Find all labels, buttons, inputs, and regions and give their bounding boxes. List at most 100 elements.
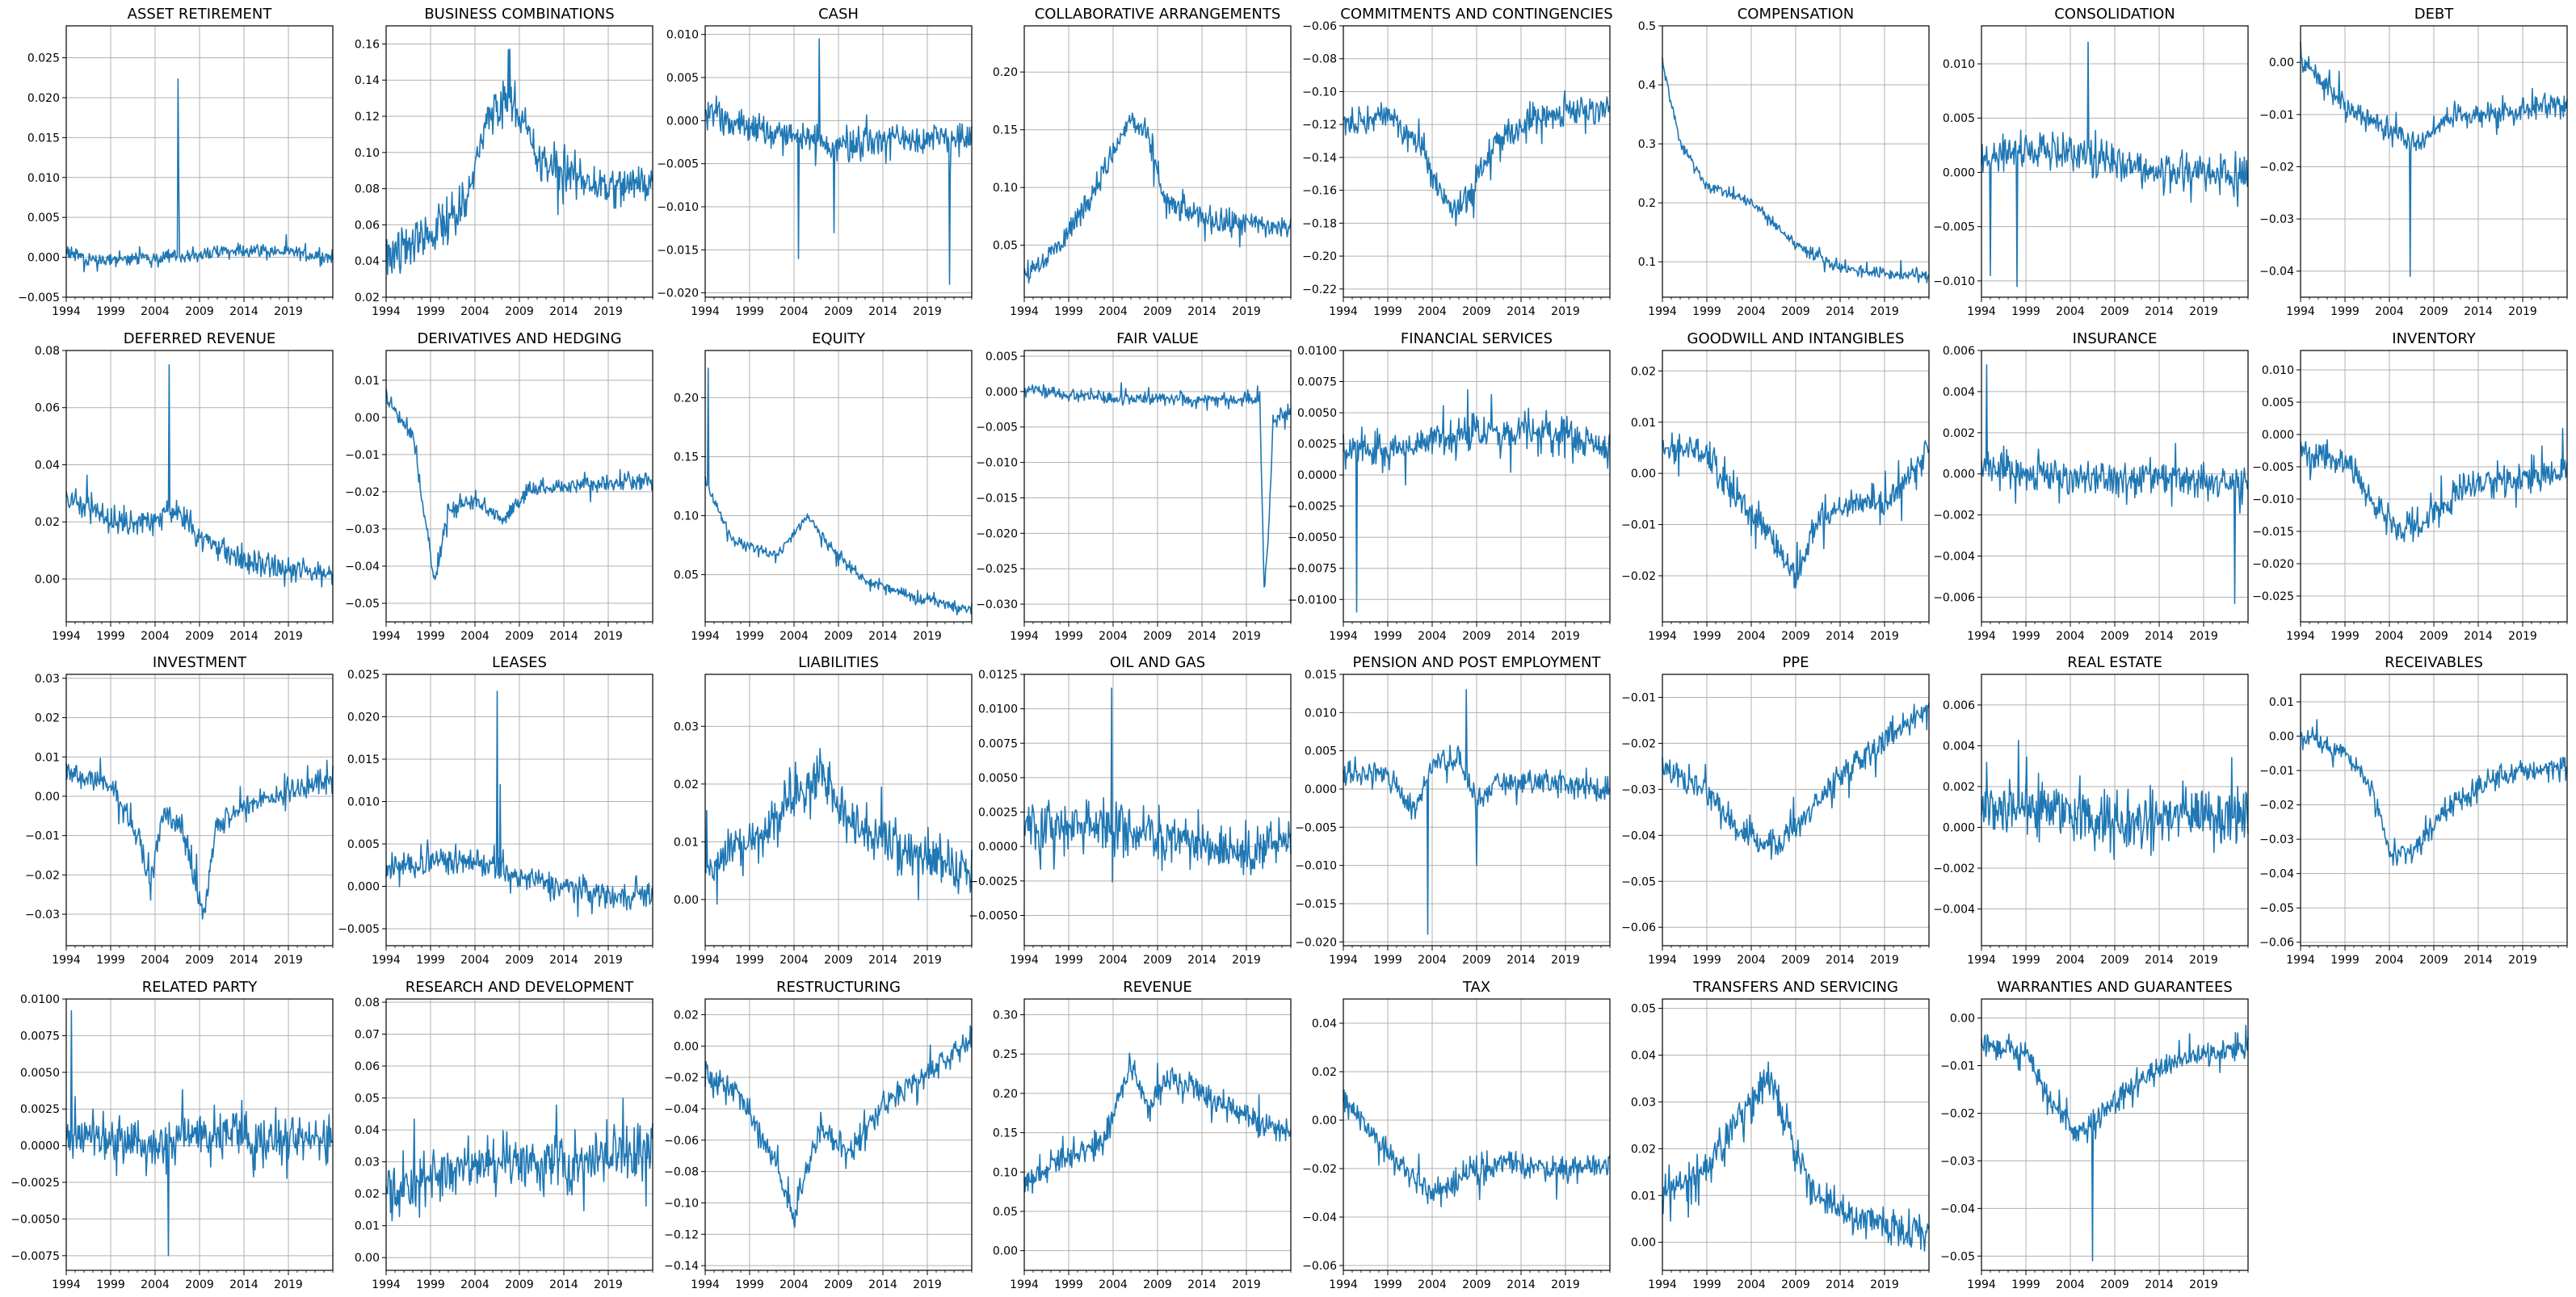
y-tick-label: −0.01 bbox=[1621, 691, 1656, 704]
x-tick-label: 2004 bbox=[780, 305, 809, 318]
x-tick-label: 2014 bbox=[229, 954, 258, 967]
x-tick-label: 1999 bbox=[96, 1278, 125, 1291]
y-tick-label: −0.01 bbox=[2259, 765, 2294, 778]
subplot-6: CONSOLIDATION −0.010 −0.005 0.000 0.005 0.010… bbox=[1933, 6, 2249, 318]
y-tick-label: 0.10 bbox=[993, 182, 1018, 195]
x-tick-label: 1994 bbox=[372, 630, 401, 643]
y-tick-label: 0.000 bbox=[27, 252, 60, 265]
x-tick-label: 2019 bbox=[274, 305, 303, 318]
x-tick-label: 2019 bbox=[594, 954, 623, 967]
y-tick-label: −0.18 bbox=[1302, 217, 1337, 230]
x-tick-label: 2004 bbox=[1737, 1278, 1766, 1291]
y-tick-label: 0.000 bbox=[1943, 166, 1975, 179]
x-tick-label: 1999 bbox=[96, 630, 125, 643]
x-tick-label: 1994 bbox=[691, 954, 720, 967]
y-tick-label: −0.03 bbox=[2259, 833, 2294, 846]
subplot-title: COMMITMENTS AND CONTINGENCIES bbox=[1340, 6, 1612, 23]
y-tick-label: 0.010 bbox=[1943, 58, 1975, 71]
x-tick-label: 2019 bbox=[2508, 630, 2537, 643]
x-tick-label: 2019 bbox=[274, 630, 303, 643]
x-tick-label: 2009 bbox=[824, 954, 853, 967]
y-tick-label: −0.02 bbox=[1302, 1163, 1337, 1176]
y-tick-label: −0.006 bbox=[1933, 591, 1975, 604]
y-tick-label: 0.05 bbox=[1631, 1003, 1656, 1016]
x-tick-label: 2009 bbox=[185, 305, 214, 318]
x-tick-label: 2019 bbox=[1551, 630, 1580, 643]
y-tick-label: 0.3 bbox=[1638, 138, 1656, 151]
y-tick-label: 0.0050 bbox=[978, 772, 1018, 785]
y-tick-label: 0.05 bbox=[993, 1206, 1018, 1219]
x-tick-label: 2019 bbox=[274, 1278, 303, 1291]
series-line bbox=[385, 690, 653, 917]
subplot-1: BUSINESS COMBINATIONS 0.02 0.04 0.06 0.08 0.1… bbox=[355, 6, 653, 318]
y-tick-label: 0.08 bbox=[35, 345, 60, 358]
subplot-title: ASSET RETIREMENT bbox=[128, 6, 273, 23]
x-tick-label: 1994 bbox=[1967, 1278, 1996, 1291]
x-tick-label: 1999 bbox=[1373, 1278, 1402, 1291]
y-tick-label: −0.015 bbox=[2252, 526, 2294, 539]
x-tick-label: 2004 bbox=[780, 954, 809, 967]
x-tick-label: 2019 bbox=[1870, 630, 1899, 643]
subplot-8: DEFERRED REVENUE 0.00 0.02 0.04 0.06 0.08 1994… bbox=[35, 330, 334, 643]
y-tick-label: −0.0050 bbox=[1288, 531, 1337, 544]
subplot-title: OIL AND GAS bbox=[1110, 654, 1205, 671]
series-line bbox=[1981, 41, 2249, 288]
y-tick-label: −0.005 bbox=[976, 422, 1018, 434]
y-tick-label: −0.015 bbox=[1295, 898, 1337, 911]
y-tick-label: 0.02 bbox=[1312, 1066, 1337, 1079]
x-tick-label: 2004 bbox=[1418, 630, 1447, 643]
x-tick-label: 2009 bbox=[505, 305, 534, 318]
axes-frame bbox=[704, 25, 973, 298]
x-tick-label: 2014 bbox=[549, 630, 578, 643]
y-tick-label: 0.30 bbox=[993, 1009, 1018, 1022]
series-line bbox=[704, 748, 973, 905]
x-tick-label: 1994 bbox=[1010, 630, 1039, 643]
subplot-24: RELATED PARTY −0.0075 −0.0050 −0.0025 0.0000… bbox=[11, 979, 334, 1291]
axes-frame bbox=[1662, 674, 1930, 947]
y-tick-label: −0.02 bbox=[345, 486, 380, 499]
x-tick-label: 1994 bbox=[1967, 305, 1996, 318]
subplot-5: COMPENSATION 0.1 0.2 0.3 0.4 0.5 1994 1999 2004 2… bbox=[1638, 6, 1930, 318]
y-tick-label: 0.000 bbox=[347, 881, 380, 894]
y-tick-label: −0.0075 bbox=[11, 1250, 60, 1263]
y-tick-label: 0.05 bbox=[355, 1093, 380, 1106]
axes-frame bbox=[1981, 25, 2249, 298]
x-tick-label: 2019 bbox=[913, 305, 942, 318]
x-tick-label: 2019 bbox=[1232, 1278, 1261, 1291]
subplot-title: LEASES bbox=[492, 654, 547, 671]
x-tick-label: 1999 bbox=[2011, 954, 2040, 967]
x-tick-label: 1994 bbox=[52, 1278, 81, 1291]
y-tick-label: 0.02 bbox=[674, 779, 699, 791]
x-tick-label: 2019 bbox=[1870, 305, 1899, 318]
x-tick-label: 2009 bbox=[2419, 954, 2448, 967]
y-tick-label: −0.16 bbox=[1302, 185, 1337, 198]
x-tick-label: 1999 bbox=[735, 630, 764, 643]
x-tick-label: 1999 bbox=[2011, 305, 2040, 318]
series-line bbox=[1343, 389, 1611, 613]
subplot-title: RELATED PARTY bbox=[142, 979, 258, 996]
y-tick-label: 0.14 bbox=[355, 74, 380, 87]
x-tick-label: 2009 bbox=[2100, 1278, 2129, 1291]
x-tick-label: 2019 bbox=[913, 630, 942, 643]
y-tick-label: −0.04 bbox=[345, 560, 380, 573]
x-tick-label: 2004 bbox=[1418, 954, 1447, 967]
y-tick-label: −0.020 bbox=[1295, 936, 1337, 949]
axes-frame bbox=[1023, 350, 1292, 623]
y-tick-label: 0.006 bbox=[1943, 699, 1975, 712]
axes-frame bbox=[385, 350, 653, 623]
x-tick-label: 1994 bbox=[1010, 305, 1039, 318]
axes-frame bbox=[385, 998, 653, 1271]
y-tick-label: −0.03 bbox=[1940, 1155, 1975, 1168]
subplot-title: REVENUE bbox=[1123, 979, 1192, 996]
x-tick-label: 1999 bbox=[1054, 305, 1083, 318]
y-tick-label: 0.0100 bbox=[20, 993, 60, 1006]
y-tick-label: 0.010 bbox=[666, 29, 699, 42]
x-tick-label: 2019 bbox=[1232, 954, 1261, 967]
series-line bbox=[2300, 719, 2568, 867]
y-tick-label: −0.04 bbox=[1940, 1203, 1975, 1215]
x-tick-label: 1994 bbox=[372, 305, 401, 318]
axes-frame bbox=[2300, 350, 2568, 623]
x-tick-label: 2004 bbox=[1737, 630, 1766, 643]
y-tick-label: 0.004 bbox=[1943, 386, 1975, 399]
x-tick-label: 2014 bbox=[1826, 630, 1855, 643]
